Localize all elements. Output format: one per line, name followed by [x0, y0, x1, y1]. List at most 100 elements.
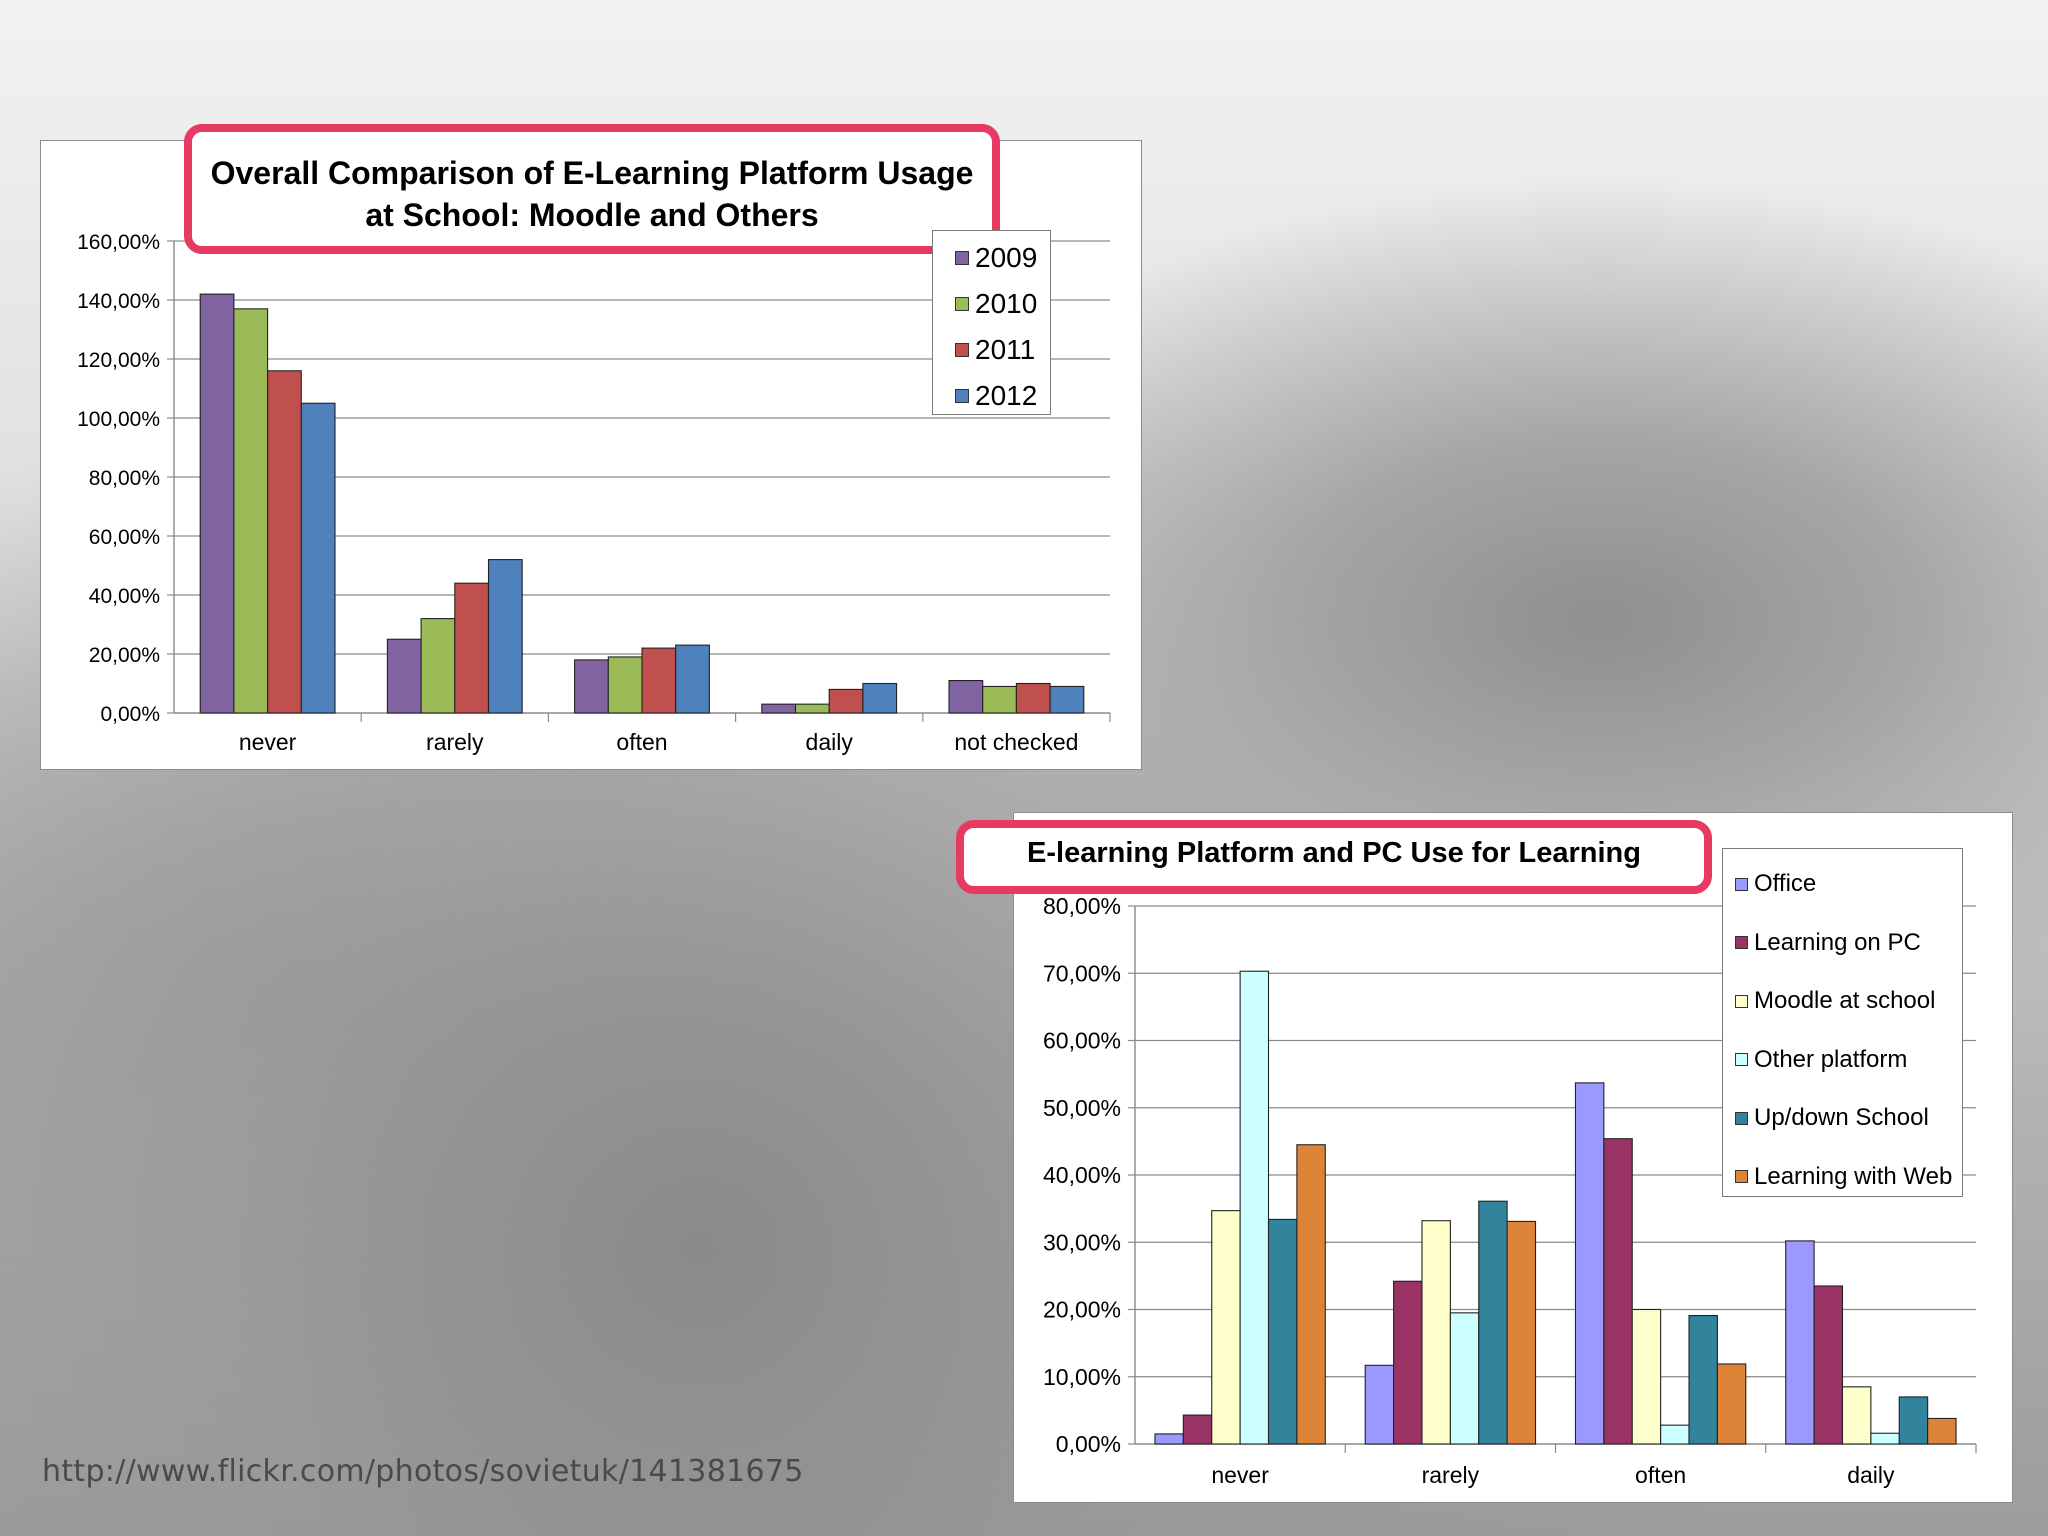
legend-label: 2010	[975, 288, 1038, 319]
y-tick-label: 40,00%	[1043, 1162, 1121, 1188]
bar-learning-on-pc-daily	[1813, 1285, 1844, 1445]
legend-item: Other platform	[1723, 1031, 1962, 1090]
bar-up-down-school-never	[1267, 1218, 1298, 1445]
y-tick-label: 0,00%	[1056, 1431, 1121, 1457]
legend-item: 2010	[933, 281, 1050, 327]
bar-2012-rarely	[487, 559, 523, 714]
bar-2012-not-checked	[1049, 685, 1085, 714]
x-category-label: never	[1211, 1462, 1269, 1488]
bar-other-platform-rarely	[1449, 1312, 1480, 1445]
legend-item: Moodle at school	[1723, 972, 1962, 1031]
bar-2011-rarely	[454, 582, 490, 714]
y-tick-label: 160,00%	[77, 231, 160, 254]
y-tick-label: 120,00%	[77, 349, 160, 372]
legend-swatch	[1735, 877, 1748, 891]
legend-label: Moodle at school	[1754, 987, 1936, 1015]
bar-moodle-at-school-rarely	[1421, 1220, 1451, 1445]
legend-label: Up/down School	[1754, 1104, 1929, 1132]
source-url: http://www.flickr.com/photos/sovietuk/14…	[42, 1454, 804, 1489]
bar-2010-often	[607, 656, 643, 714]
legend-swatch	[1735, 994, 1748, 1008]
legend-swatch	[955, 251, 969, 265]
y-tick-label: 140,00%	[77, 290, 160, 313]
bar-2010-not-checked	[982, 685, 1017, 714]
bar-other-platform-daily	[1870, 1432, 1900, 1445]
x-category-label: often	[1635, 1462, 1686, 1488]
y-tick-label: 20,00%	[89, 644, 160, 667]
bar-2011-often	[641, 647, 677, 714]
bar-2009-rarely	[386, 638, 422, 714]
legend-label: Other platform	[1754, 1045, 1908, 1073]
bar-learning-with-web-daily	[1927, 1417, 1957, 1445]
legend-swatch	[1735, 1170, 1748, 1184]
chart-title-platform-usage: Overall Comparison of E-Learning Platfor…	[210, 155, 974, 233]
legend-swatch	[955, 297, 969, 311]
title-highlight-box	[184, 124, 1000, 254]
y-tick-label: 80,00%	[89, 467, 160, 490]
x-category-label: rarely	[1422, 1462, 1480, 1488]
legend-item: Up/down School	[1723, 1089, 1962, 1148]
legend-item: 2011	[933, 327, 1050, 373]
y-tick-label: 60,00%	[1043, 1028, 1121, 1054]
legend-label: 2012	[975, 380, 1038, 411]
chart-title-pc-learning: E-learning Platform and PC Use for Learn…	[1027, 837, 1641, 869]
bar-learning-with-web-never	[1296, 1144, 1326, 1445]
y-tick-label: 100,00%	[77, 408, 160, 431]
legend-swatch	[955, 389, 969, 403]
bar-office-rarely	[1364, 1364, 1395, 1445]
legend-label: Learning with Web	[1754, 1162, 1953, 1190]
bar-moodle-at-school-daily	[1841, 1386, 1872, 1445]
y-tick-label: 60,00%	[89, 526, 160, 549]
x-category-label: daily	[1847, 1462, 1895, 1488]
legend-usage-types: Office Learning on PC Moodle at school Othe…	[1722, 848, 1963, 1197]
legend-item: 2012	[933, 373, 1050, 419]
y-tick-label: 10,00%	[1043, 1364, 1121, 1390]
y-tick-label: 70,00%	[1043, 960, 1121, 986]
x-category-label: rarely	[426, 729, 484, 755]
bar-learning-on-pc-often	[1603, 1138, 1633, 1445]
legend-item: Office	[1723, 855, 1962, 914]
legend-swatch	[1735, 1111, 1748, 1125]
legend-label: 2009	[975, 242, 1038, 273]
legend-label: Office	[1754, 870, 1817, 898]
y-tick-label: 20,00%	[1043, 1297, 1121, 1323]
bar-2009-not-checked	[948, 679, 984, 714]
y-tick-label: 80,00%	[1043, 893, 1121, 919]
bar-other-platform-never	[1239, 970, 1270, 1445]
bar-moodle-at-school-never	[1211, 1210, 1241, 1445]
bar-other-platform-often	[1660, 1424, 1690, 1445]
x-category-label: often	[616, 729, 667, 755]
bar-2010-never	[233, 308, 269, 714]
legend-swatch	[1735, 1053, 1748, 1067]
y-tick-label: 0,00%	[100, 703, 160, 726]
bar-up-down-school-daily	[1898, 1396, 1929, 1445]
bar-2009-never	[199, 293, 235, 714]
legend-item: Learning with Web	[1723, 1148, 1962, 1207]
bar-office-daily	[1785, 1240, 1815, 1445]
bar-learning-with-web-often	[1716, 1363, 1747, 1445]
bar-2012-never	[300, 402, 336, 714]
bar-learning-on-pc-rarely	[1393, 1280, 1423, 1445]
bar-2010-rarely	[420, 618, 456, 714]
bar-up-down-school-rarely	[1478, 1200, 1508, 1445]
bar-moodle-at-school-often	[1631, 1308, 1662, 1445]
legend-label: Learning on PC	[1754, 928, 1921, 956]
bar-learning-on-pc-never	[1182, 1414, 1213, 1445]
bar-learning-with-web-rarely	[1506, 1220, 1537, 1445]
legend-years: 2009 2010 2011 2012	[932, 230, 1051, 415]
x-category-label: not checked	[954, 729, 1078, 755]
x-category-label: daily	[806, 729, 854, 755]
bar-up-down-school-often	[1688, 1315, 1718, 1445]
legend-item: Learning on PC	[1723, 914, 1962, 973]
y-tick-label: 30,00%	[1043, 1229, 1121, 1255]
x-category-label: never	[239, 729, 297, 755]
y-tick-label: 40,00%	[89, 585, 160, 608]
bar-2012-daily	[862, 682, 898, 714]
bar-office-never	[1154, 1433, 1184, 1445]
y-tick-label: 50,00%	[1043, 1095, 1121, 1121]
legend-label: 2011	[975, 334, 1036, 365]
bar-2011-never	[267, 370, 302, 714]
legend-swatch	[1735, 936, 1748, 950]
legend-swatch	[955, 343, 969, 357]
bar-office-often	[1574, 1082, 1605, 1445]
